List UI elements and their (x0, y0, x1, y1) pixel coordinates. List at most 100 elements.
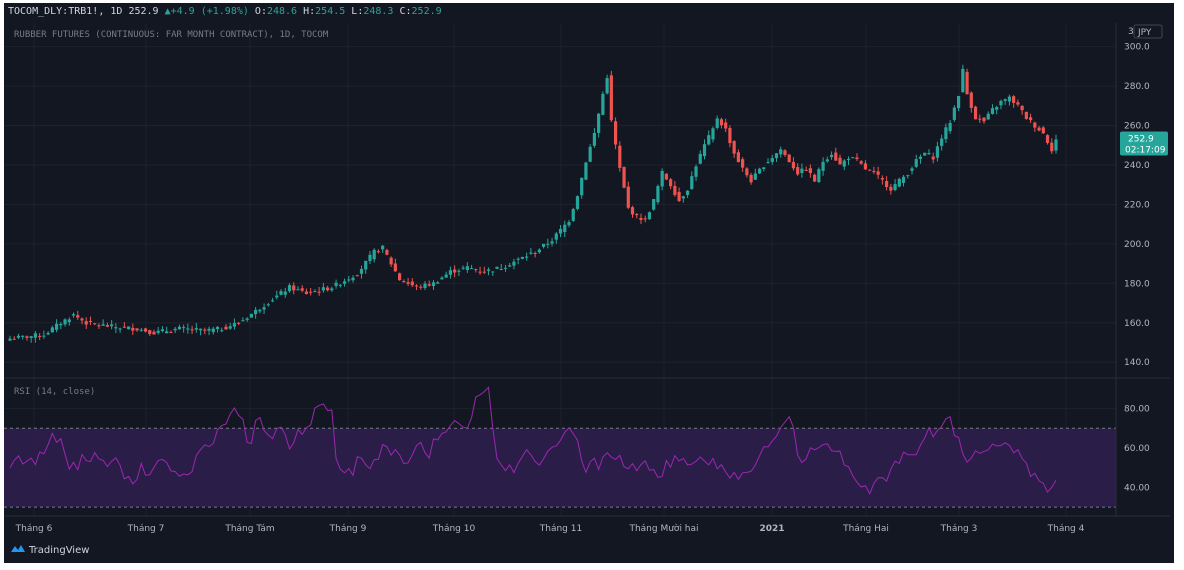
candle (486, 267, 491, 276)
time-axis[interactable]: Tháng 6 Tháng 7 Tháng Tám Tháng 9 Tháng 10 Th… (15, 523, 1085, 534)
candle-body (186, 328, 190, 330)
candle (825, 156, 829, 163)
candle (694, 164, 698, 181)
candle-body (588, 146, 592, 162)
candle (101, 319, 105, 326)
rsi-axis[interactable]: 80.00 60.00 40.00 (1124, 405, 1150, 494)
candle-body (592, 132, 597, 146)
candle-body (110, 324, 114, 327)
candle-body (131, 327, 135, 331)
candle-body (38, 335, 42, 337)
tradingview-logo[interactable]: TradingView (11, 545, 89, 556)
candle (21, 335, 25, 340)
candle (889, 183, 893, 195)
price-tick-label: 160.0 (1124, 319, 1150, 329)
symbol-label[interactable]: TOCOM_DLY:TRB1!, 1D 252.9 ▲+4.9 (+1.98%)… (8, 6, 442, 17)
candle (999, 99, 1003, 110)
candle-body (148, 330, 152, 335)
candle (656, 184, 660, 205)
candle-body (554, 233, 558, 240)
candle (846, 156, 851, 165)
candle-body (702, 144, 707, 157)
candle (148, 329, 152, 337)
candle-body (990, 108, 995, 114)
candle-body (190, 329, 194, 331)
candle (885, 176, 889, 191)
candle-body (825, 159, 829, 162)
candle (1003, 98, 1007, 105)
candle (461, 265, 465, 270)
candle-body (381, 245, 385, 250)
candle (495, 266, 499, 269)
tradingview-icon (11, 545, 25, 552)
candle-body (626, 186, 630, 208)
candle-body (757, 168, 762, 174)
candle (292, 282, 296, 295)
candle (677, 187, 681, 203)
candle (359, 265, 364, 279)
candle-body (63, 319, 67, 325)
candle-body (54, 323, 59, 330)
candle (406, 277, 410, 287)
candle-body (1050, 142, 1054, 152)
candle-body (973, 106, 978, 120)
candle-body (677, 191, 681, 201)
candle (1045, 134, 1050, 145)
candle (690, 171, 694, 190)
candle (105, 322, 110, 328)
candle-body (376, 251, 381, 253)
candle (872, 166, 876, 175)
candle-body (292, 285, 296, 291)
candle (558, 225, 563, 238)
candle-body (681, 196, 685, 199)
candle-body (855, 157, 859, 160)
candle (321, 282, 325, 293)
candle-body (643, 218, 647, 220)
chart-frame[interactable]: 300.0 280.0 260.0 240.0 220.0 200.0 180.0 160.0… (4, 3, 1174, 563)
price-tick-label: 240.0 (1124, 161, 1150, 171)
candle (338, 283, 342, 288)
candle (512, 258, 516, 270)
candle (279, 288, 283, 296)
candle-body (622, 166, 626, 188)
candle-body (969, 92, 973, 108)
candle (334, 279, 338, 289)
candle-body (419, 286, 423, 288)
candle-body (220, 330, 224, 332)
candle-body (249, 313, 253, 318)
price-axis[interactable]: 300.0 280.0 260.0 240.0 220.0 200.0 180.0 160.0… (1124, 43, 1150, 369)
candle (630, 205, 635, 218)
candle (990, 104, 995, 115)
candle (855, 153, 859, 162)
candle-body (368, 254, 372, 262)
candle-body (1012, 96, 1016, 103)
candle-body (499, 269, 503, 271)
candle (660, 168, 664, 191)
candlestick-chart[interactable]: 300.0 280.0 260.0 240.0 220.0 200.0 180.0 160.0… (4, 3, 1174, 563)
candle (541, 243, 546, 249)
candle (63, 318, 67, 327)
currency-badge[interactable] (1133, 24, 1163, 39)
candle (270, 297, 275, 303)
candle (237, 321, 241, 326)
candle (419, 284, 423, 290)
candle (76, 310, 80, 320)
candle-body (351, 277, 355, 281)
candle-body (139, 329, 143, 331)
candle-body (956, 95, 961, 109)
candle (766, 158, 770, 164)
candle (97, 323, 101, 329)
candle (842, 159, 846, 171)
candle-body (427, 284, 431, 286)
rsi-line (9, 386, 1057, 495)
candle (757, 167, 762, 175)
candle-body (101, 324, 105, 326)
candle (372, 248, 376, 263)
candle (84, 317, 88, 329)
candle (685, 190, 690, 198)
candle (190, 325, 194, 335)
candle (12, 336, 16, 340)
candle (80, 317, 84, 325)
candle-body (529, 252, 533, 254)
candle (499, 263, 503, 271)
